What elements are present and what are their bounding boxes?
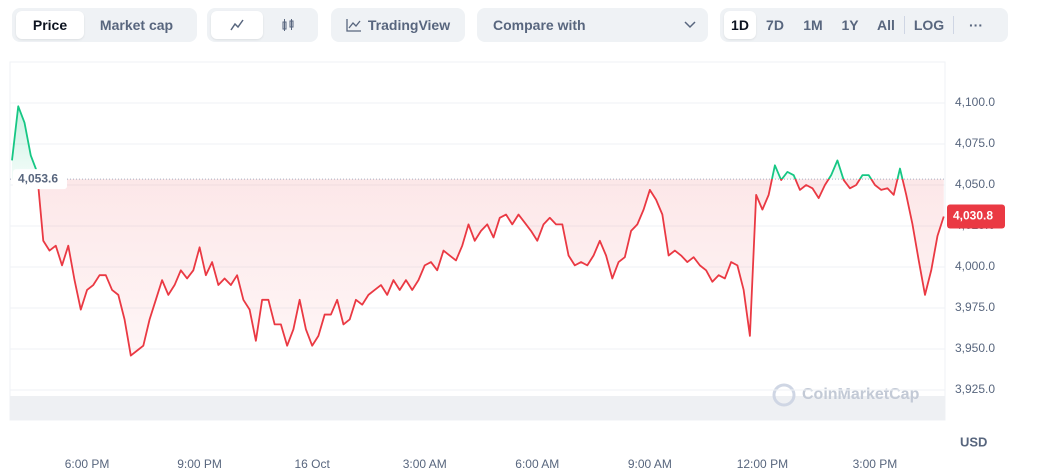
tab[interactable]: Market cap	[99, 17, 174, 33]
line-icon	[230, 19, 244, 31]
x-tick-label: 16 Oct	[294, 457, 330, 471]
y-tick-label: 4,025.0	[955, 218, 995, 232]
watermark-text: CoinMarketCap	[802, 386, 920, 403]
y-tick-label: 3,975.0	[955, 300, 995, 314]
chevron	[684, 21, 696, 29]
price-line	[11, 105, 945, 357]
x-tick-label: 6:00 PM	[65, 457, 110, 471]
y-unit: USD	[960, 434, 987, 449]
divider	[953, 16, 954, 34]
range-button[interactable]: 1Y	[841, 17, 859, 33]
log-button[interactable]: LOG	[913, 17, 945, 33]
baseline-label-box	[13, 169, 67, 190]
volume-band	[10, 396, 945, 420]
tab[interactable]: Price	[16, 11, 84, 39]
more-button[interactable]: ···	[969, 17, 983, 33]
range-button[interactable]: 7D	[766, 17, 784, 33]
range-button[interactable]: All	[877, 17, 895, 33]
divider	[904, 16, 905, 34]
range-button[interactable]: 1D	[724, 11, 756, 39]
tab-group: Price Market cap	[12, 8, 197, 42]
y-tick-label: 3,925.0	[955, 382, 995, 396]
price-label: 4,030.8	[953, 209, 993, 223]
y-tick-label: 4,100.0	[955, 95, 995, 109]
tv-icon	[346, 19, 361, 32]
y-tick-label: 4,000.0	[955, 259, 995, 273]
x-tick-label: 3:00 PM	[853, 457, 898, 471]
y-tick-label: 4,050.0	[955, 177, 995, 191]
compare-dropdown[interactable]: Compare with	[477, 8, 708, 42]
candle-style-button[interactable]	[263, 11, 315, 39]
x-tick-label: 12:00 PM	[737, 457, 788, 471]
range-group: 1D 7D 1M 1Y All LOG ···	[720, 8, 1008, 42]
line-style-button[interactable]	[211, 11, 263, 39]
price-label-box	[947, 204, 1005, 229]
baseline-label: 4,053.6	[18, 171, 58, 185]
watermark: CoinMarketCap	[772, 383, 920, 407]
y-tick-label: 3,950.0	[955, 341, 995, 355]
chart-style-group	[207, 8, 318, 42]
compare-label: Compare with	[493, 17, 586, 33]
tradingview-button[interactable]: TradingView	[331, 8, 465, 42]
x-tick-label: 6:00 AM	[515, 457, 559, 471]
x-tick-label: 9:00 PM	[177, 457, 222, 471]
y-tick-label: 4,075.0	[955, 136, 995, 150]
candle-icon	[282, 19, 294, 31]
plot-frame	[9, 61, 946, 421]
tradingview-label: TradingView	[367, 17, 451, 33]
x-tick-label: 3:00 AM	[403, 457, 447, 471]
range-button[interactable]: 1M	[803, 17, 823, 33]
area	[12, 106, 944, 356]
x-tick-label: 9:00 AM	[628, 457, 672, 471]
